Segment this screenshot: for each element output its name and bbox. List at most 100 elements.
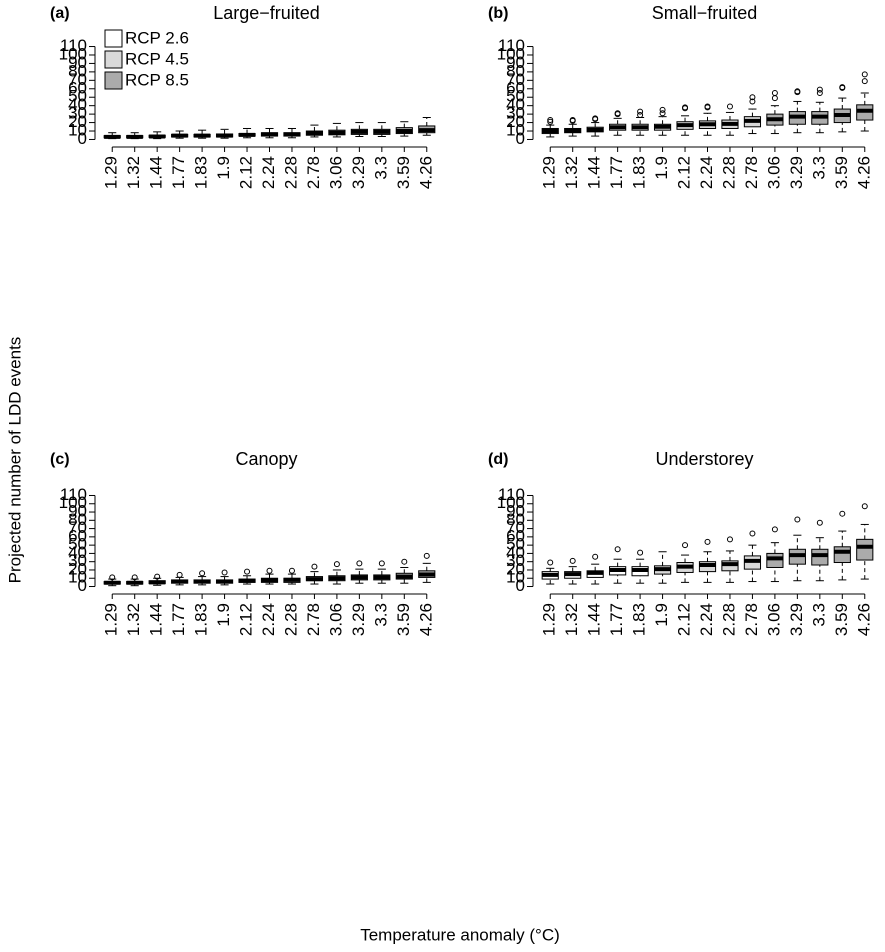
x-tick-label: 2.28 (281, 156, 300, 189)
panel-title: Understorey (655, 449, 753, 469)
outlier (637, 108, 644, 115)
outlier (659, 106, 666, 113)
outlier (704, 103, 711, 110)
x-tick-label: 1.32 (124, 603, 143, 636)
outlier (771, 90, 778, 96)
y-tick-label: 100 (497, 493, 525, 512)
panel-label: (a) (50, 5, 70, 22)
box (766, 552, 784, 568)
x-tick-label: 3.59 (394, 156, 413, 189)
y-tick-label: 110 (498, 36, 525, 55)
outlier (569, 557, 576, 564)
x-tick-label: 3.06 (326, 156, 345, 189)
y-tick-label: 40 (68, 95, 87, 114)
y-tick-label: 100 (59, 493, 87, 512)
x-tick-label: 2.78 (742, 156, 761, 189)
x-tick-label: 3.06 (764, 156, 783, 189)
y-tick-label: 30 (68, 551, 87, 570)
outlier (288, 567, 295, 574)
y-tick-label: 90 (506, 53, 525, 72)
outlier (154, 573, 161, 580)
outlier (547, 559, 554, 566)
x-tick-label: 3.3 (809, 156, 828, 180)
x-tick-label: 1.77 (607, 156, 626, 189)
outlier (637, 549, 644, 556)
x-tick-label: 3.29 (787, 156, 806, 189)
outlier (423, 552, 430, 559)
x-tick-label: 1.83 (192, 156, 211, 189)
legend-swatch (104, 29, 123, 48)
outlier (771, 95, 778, 102)
panel-title: Canopy (235, 449, 297, 469)
outlier (704, 538, 711, 545)
x-tick-label: 2.28 (281, 603, 300, 636)
outlier (794, 88, 801, 95)
x-tick-label: 2.78 (742, 603, 761, 636)
y-tick-label: 20 (506, 559, 525, 578)
y-tick-label: 60 (68, 78, 87, 97)
outlier (614, 546, 621, 553)
y-tick-label: 20 (68, 112, 87, 131)
x-tick-label: 2.24 (697, 603, 716, 636)
y-tick-label: 50 (68, 87, 87, 106)
y-tick-label: 60 (68, 526, 87, 545)
x-tick-label: 2.24 (697, 156, 716, 189)
panel-label: (d) (488, 451, 508, 468)
x-tick-label: 3.06 (326, 603, 345, 636)
y-tick-label: 30 (506, 551, 525, 570)
y-tick-label: 90 (68, 502, 87, 521)
x-tick-label: 1.32 (562, 156, 581, 189)
y-tick-label: 80 (68, 510, 87, 529)
y-tick-label: 110 (60, 485, 87, 504)
x-tick-label: 1.77 (169, 603, 188, 636)
y-tick-label: 40 (506, 543, 525, 562)
y-tick-label: 80 (506, 510, 525, 529)
outlier (816, 519, 823, 526)
box (811, 548, 829, 566)
outlier (682, 542, 689, 549)
y-tick-label: 70 (68, 70, 87, 89)
x-tick-label: 1.77 (607, 603, 626, 636)
outlier (378, 560, 385, 567)
x-tick-label: 1.44 (585, 156, 604, 189)
x-tick-label: 4.26 (854, 156, 873, 189)
y-tick-label: 100 (497, 44, 525, 63)
outlier (839, 510, 846, 517)
outlier (266, 567, 273, 574)
outlier (592, 115, 599, 122)
outlier (109, 574, 116, 581)
legend-label: RCP 4.5 (125, 49, 189, 68)
y-tick-label: 0 (78, 576, 87, 595)
x-tick-label: 2.28 (719, 603, 738, 636)
outlier (547, 117, 554, 124)
outlier (356, 560, 363, 567)
x-tick-label: 1.9 (214, 603, 233, 627)
y-tick-label: 70 (68, 518, 87, 537)
x-tick-label: 3.29 (349, 603, 368, 636)
outlier (592, 553, 599, 560)
x-tick-label: 3.59 (832, 603, 851, 636)
outlier (861, 71, 868, 78)
outlier (547, 118, 554, 125)
outlier (771, 526, 778, 533)
y-tick-label: 20 (68, 559, 87, 578)
outlier (794, 516, 801, 523)
y-tick-label: 20 (506, 112, 525, 131)
x-tick-label: 2.12 (675, 603, 694, 636)
x-tick-label: 1.44 (147, 156, 166, 189)
outlier (311, 563, 318, 570)
outlier (131, 574, 138, 581)
y-tick-label: 60 (506, 526, 525, 545)
legend-swatch (104, 71, 123, 90)
x-tick-label: 1.29 (102, 603, 121, 636)
x-tick-label: 4.26 (416, 603, 435, 636)
x-tick-label: 2.24 (259, 156, 278, 189)
outlier (839, 84, 846, 91)
y-tick-label: 80 (506, 61, 525, 80)
x-tick-label: 1.77 (169, 156, 188, 189)
y-tick-label: 110 (498, 485, 525, 504)
y-tick-label: 70 (506, 70, 525, 89)
legend-label: RCP 8.5 (125, 70, 189, 89)
outlier (816, 90, 823, 96)
x-tick-label: 2.24 (259, 603, 278, 636)
